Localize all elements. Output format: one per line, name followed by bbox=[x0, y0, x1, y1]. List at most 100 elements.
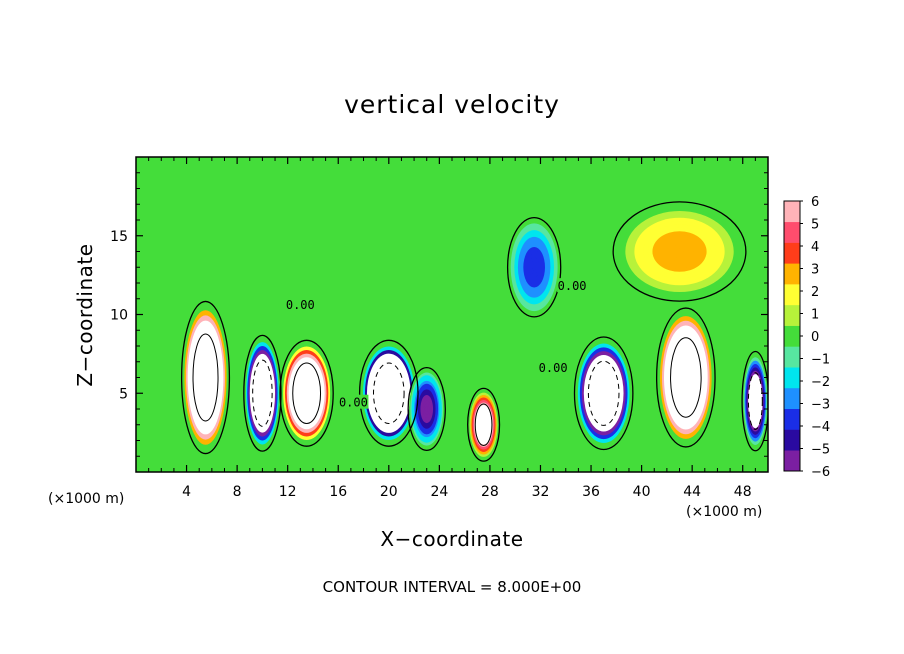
zero-contour bbox=[407, 367, 446, 451]
zero-contour bbox=[741, 350, 768, 452]
x-axis-ticks: 4 8 12 16 20 24 28 32 36 40 44 48 bbox=[148, 157, 756, 500]
colorbar-label: −4 bbox=[811, 420, 830, 435]
contour-label-bg bbox=[285, 297, 316, 312]
x-tick-label: 8 bbox=[233, 484, 242, 500]
y-tick-label: 5 bbox=[119, 386, 128, 402]
colorbar-label: −3 bbox=[811, 398, 830, 413]
velocity-cell-down-4 bbox=[409, 369, 445, 449]
x-tick-label: 24 bbox=[430, 484, 448, 500]
colorbar-label: −2 bbox=[811, 375, 830, 390]
colorbar-label: 3 bbox=[811, 263, 819, 278]
x-tick-label: 20 bbox=[380, 484, 398, 500]
velocity-cell-up-2 bbox=[281, 342, 332, 444]
contour-label-bg bbox=[557, 278, 588, 293]
velocity-band bbox=[532, 263, 536, 271]
x-tick-label: 16 bbox=[329, 484, 347, 500]
contour-interval-note: CONTOUR INTERVAL = 8.000E+00 bbox=[323, 578, 582, 596]
negative-contour bbox=[587, 360, 620, 426]
velocity-cell-down-7 bbox=[575, 339, 632, 447]
contour-label: 0.00 bbox=[286, 298, 315, 312]
positive-contour bbox=[192, 333, 219, 422]
colorbar-label: 2 bbox=[811, 285, 819, 300]
velocity-band bbox=[425, 406, 428, 412]
zero-contour bbox=[506, 216, 562, 318]
zero-contour bbox=[612, 201, 747, 302]
velocity-cell-up-10 bbox=[616, 204, 743, 299]
zero-contour bbox=[467, 387, 501, 462]
velocity-band bbox=[386, 389, 391, 397]
colorbar-swatch bbox=[784, 242, 800, 264]
y-axis-label: Z−coordinate bbox=[73, 243, 97, 386]
y-axis-ticks: 5 10 15 bbox=[110, 172, 768, 457]
colorbar-swatch bbox=[784, 450, 800, 472]
colorbar-swatch bbox=[784, 325, 800, 347]
negative-contour bbox=[747, 372, 763, 430]
colorbar-label: −6 bbox=[811, 465, 830, 480]
x-axis-label: X−coordinate bbox=[380, 527, 523, 551]
chart-title: vertical velocity bbox=[344, 90, 560, 119]
velocity-band bbox=[675, 248, 685, 255]
colorbar-label: −1 bbox=[811, 353, 830, 368]
colorbar-swatch bbox=[784, 221, 800, 243]
colorbar-swatches bbox=[784, 201, 800, 472]
velocity-band bbox=[601, 389, 606, 398]
negative-contour bbox=[373, 362, 405, 424]
velocity-band bbox=[754, 397, 757, 405]
zero-contour bbox=[358, 339, 419, 447]
x-tick-label: 12 bbox=[279, 484, 297, 500]
velocity-cell-up-8 bbox=[658, 311, 714, 444]
contour-label: 0.00 bbox=[558, 279, 587, 293]
heatmap-field bbox=[182, 204, 768, 460]
colorbar-label: 4 bbox=[811, 240, 819, 255]
colorbar-swatch bbox=[784, 387, 800, 409]
colorbar: 6 5 4 3 2 1 0 −1 −2 −3 −4 −5 −6 bbox=[783, 195, 830, 480]
y-tick-label: 15 bbox=[110, 229, 128, 245]
velocity-cell-down-1 bbox=[244, 338, 281, 449]
colorbar-label: 0 bbox=[811, 330, 819, 345]
velocity-cell-up-0 bbox=[182, 305, 229, 450]
negative-contour bbox=[252, 359, 273, 427]
colorbar-label: 5 bbox=[811, 218, 819, 233]
zero-contour bbox=[573, 336, 634, 451]
plot-area: 0.000.000.000.00 4 8 12 16 20 24 28 32 36 40 44 48 … bbox=[110, 156, 769, 500]
colorbar-swatch bbox=[784, 201, 800, 223]
velocity-band bbox=[482, 422, 485, 428]
positive-contour bbox=[670, 337, 702, 418]
colorbar-label: 1 bbox=[811, 308, 819, 323]
colorbar-swatch bbox=[784, 367, 800, 389]
velocity-band bbox=[261, 389, 264, 398]
x-tick-label: 40 bbox=[633, 484, 651, 500]
x-tick-label: 48 bbox=[734, 484, 752, 500]
velocity-cell-down-9 bbox=[742, 353, 768, 449]
y-unit-label: (×1000 m) bbox=[48, 491, 124, 507]
contour-label-bg bbox=[538, 360, 569, 375]
zero-contour bbox=[180, 300, 231, 455]
colorbar-swatch bbox=[784, 284, 800, 306]
x-tick-label: 4 bbox=[182, 484, 191, 500]
contour-label: 0.00 bbox=[539, 361, 568, 375]
positive-contour bbox=[292, 362, 322, 424]
contour-label: 0.00 bbox=[339, 396, 368, 410]
colorbar-swatch bbox=[784, 408, 800, 430]
colorbar-swatch bbox=[784, 304, 800, 326]
colorbar-swatch bbox=[784, 429, 800, 451]
x-tick-label: 44 bbox=[683, 484, 701, 500]
x-unit-label: (×1000 m) bbox=[686, 504, 762, 520]
zero-contour bbox=[279, 339, 334, 447]
positive-contour bbox=[474, 403, 493, 447]
velocity-cell-up-5 bbox=[468, 390, 499, 460]
contour-label-bg bbox=[338, 394, 369, 409]
contour-labels: 0.00 0.00 0.00 0.00 bbox=[285, 278, 588, 410]
contour-lines bbox=[180, 201, 768, 462]
colorbar-labels: 6 5 4 3 2 1 0 −1 −2 −3 −4 −5 −6 bbox=[800, 195, 830, 480]
y-tick-label: 10 bbox=[110, 308, 128, 324]
colorbar-label: 6 bbox=[811, 195, 819, 210]
colorbar-label: −5 bbox=[811, 443, 830, 458]
x-tick-label: 32 bbox=[532, 484, 550, 500]
velocity-band bbox=[683, 372, 688, 383]
colorbar-swatch bbox=[784, 346, 800, 368]
zero-contour bbox=[243, 334, 282, 452]
velocity-band bbox=[304, 389, 309, 397]
x-tick-label: 36 bbox=[582, 484, 600, 500]
